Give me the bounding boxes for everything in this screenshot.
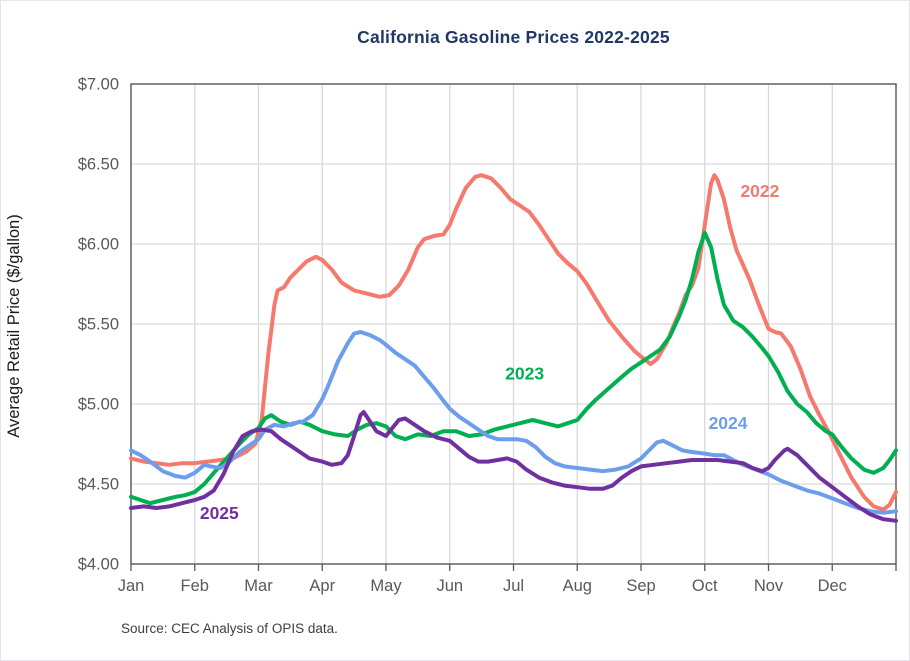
source-note: Source: CEC Analysis of OPIS data. — [121, 621, 338, 636]
x-tick-label: May — [370, 577, 402, 595]
y-tick-label: $7.00 — [78, 76, 119, 94]
y-tick-label: $5.50 — [78, 316, 119, 334]
series-label-2023: 2023 — [505, 364, 544, 384]
plot-border — [130, 83, 897, 565]
chart-title: California Gasoline Prices 2022-2025 — [357, 27, 670, 47]
series-line-2022 — [129, 173, 898, 512]
x-tick-label: Aug — [563, 577, 592, 595]
series-label-2022: 2022 — [740, 181, 779, 201]
x-tick-label: Oct — [692, 577, 718, 595]
series-line-2023 — [129, 230, 898, 506]
x-tick-label: Dec — [818, 577, 847, 595]
x-tick-label: Feb — [181, 577, 209, 595]
x-tick-label: Jun — [436, 577, 463, 595]
series-label-2024: 2024 — [709, 413, 748, 433]
x-tick-label: Sep — [626, 577, 655, 595]
x-tick-label: Jan — [118, 577, 145, 595]
y-tick-label: $6.50 — [78, 156, 119, 174]
series-line-2025 — [129, 410, 898, 523]
y-tick-label: $5.00 — [78, 396, 119, 414]
x-tick-label: Nov — [754, 577, 784, 595]
y-tick-label: $4.00 — [78, 556, 119, 574]
series-label-2025: 2025 — [200, 503, 239, 523]
y-tick-label: $4.50 — [78, 476, 119, 494]
x-tick-label: Jul — [503, 577, 524, 595]
x-tick-label: Apr — [309, 577, 335, 595]
y-tick-label: $6.00 — [78, 236, 119, 254]
x-tick-label: Mar — [244, 577, 273, 595]
